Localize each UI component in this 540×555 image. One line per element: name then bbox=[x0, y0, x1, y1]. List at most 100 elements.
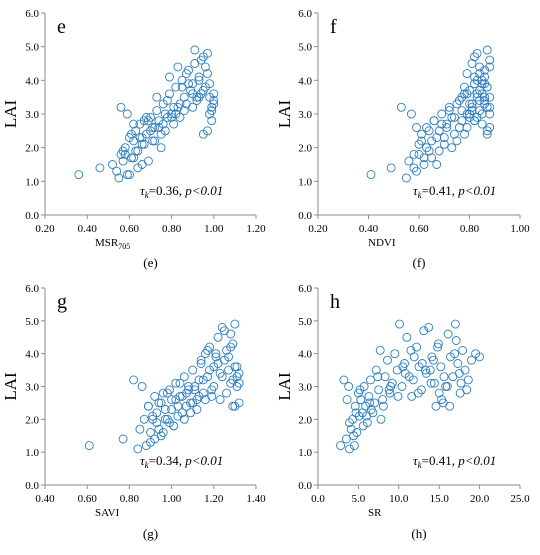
data-point bbox=[179, 372, 189, 382]
data-point bbox=[137, 382, 147, 391]
data-point bbox=[450, 319, 460, 329]
data-point bbox=[167, 395, 177, 405]
data-point bbox=[135, 133, 145, 143]
data-point bbox=[152, 106, 162, 116]
data-point bbox=[422, 123, 432, 132]
data-point bbox=[434, 146, 444, 156]
data-point bbox=[364, 391, 374, 401]
data-point bbox=[209, 89, 219, 99]
data-point bbox=[482, 126, 492, 136]
data-point bbox=[485, 123, 495, 132]
data-point bbox=[205, 79, 215, 89]
data-point bbox=[482, 129, 492, 139]
data-point bbox=[383, 355, 392, 365]
data-point bbox=[230, 319, 240, 329]
data-point bbox=[472, 48, 482, 58]
data-point bbox=[188, 365, 198, 375]
x-tick-label: 1.20 bbox=[204, 493, 224, 505]
data-point bbox=[84, 441, 94, 451]
data-point bbox=[433, 342, 443, 352]
y-tick-label: 0.0 bbox=[298, 480, 312, 492]
panel-caption: (g) bbox=[143, 526, 158, 541]
data-point bbox=[457, 106, 467, 116]
data-point bbox=[356, 395, 366, 405]
data-point bbox=[390, 349, 400, 359]
y-axis-label: LAI bbox=[275, 100, 294, 129]
data-point bbox=[482, 45, 492, 55]
data-point bbox=[457, 116, 467, 126]
data-point bbox=[342, 395, 352, 405]
data-point bbox=[165, 89, 174, 99]
x-axis-label: MSR705 bbox=[95, 237, 130, 251]
data-point bbox=[432, 133, 442, 143]
y-tick-label: 4.0 bbox=[25, 349, 39, 361]
data-point bbox=[179, 92, 189, 102]
data-point bbox=[160, 109, 170, 119]
data-point bbox=[213, 332, 223, 342]
data-point bbox=[184, 385, 193, 395]
data-point bbox=[475, 352, 485, 362]
x-tick-label: 0.80 bbox=[460, 223, 480, 235]
data-point bbox=[186, 408, 196, 418]
data-point bbox=[450, 349, 460, 359]
data-point bbox=[404, 156, 414, 166]
kendall-tau-annotation: τk=0.41, p<0.01 bbox=[413, 453, 496, 470]
data-point bbox=[224, 365, 234, 375]
data-point bbox=[408, 375, 418, 385]
data-point bbox=[118, 156, 128, 166]
data-point bbox=[409, 163, 419, 173]
data-point bbox=[198, 85, 208, 95]
y-tick-label: 4.0 bbox=[298, 349, 312, 361]
data-point bbox=[402, 332, 412, 342]
data-point bbox=[152, 92, 162, 102]
data-point bbox=[470, 79, 479, 89]
panel-caption: (f) bbox=[413, 255, 426, 270]
data-point bbox=[350, 401, 360, 411]
y-tick-label: 3.0 bbox=[298, 382, 312, 394]
data-point bbox=[156, 129, 166, 139]
data-point bbox=[424, 146, 434, 156]
data-point bbox=[485, 102, 495, 112]
y-tick-label: 2.0 bbox=[298, 143, 312, 155]
data-point bbox=[143, 401, 153, 411]
data-point bbox=[419, 160, 429, 169]
data-point bbox=[470, 116, 479, 126]
panel-e: 0.0 1.0 2.0 3.0 4.0 5.0 6.0 0.20 0.40 0.60 0.80 1.0… bbox=[1, 8, 266, 270]
data-point bbox=[196, 359, 206, 368]
panel-f: 0.0 1.0 2.0 3.0 4.0 5.0 6.0 0.20 0.40 0.60 0.80 1.0… bbox=[275, 8, 530, 270]
data-point bbox=[207, 116, 217, 126]
x-tick-label: 0.40 bbox=[78, 223, 98, 235]
data-point bbox=[196, 355, 206, 365]
x-tick-label: 1.00 bbox=[510, 223, 530, 235]
data-point bbox=[146, 437, 155, 447]
kendall-tau-annotation: τk=0.36, p<0.01 bbox=[140, 183, 223, 200]
data-point bbox=[352, 428, 362, 437]
data-point bbox=[462, 385, 472, 395]
data-point bbox=[171, 395, 181, 405]
data-point bbox=[150, 136, 160, 146]
data-point bbox=[167, 109, 177, 119]
data-point bbox=[203, 345, 212, 355]
x-tick-label: 0.80 bbox=[120, 493, 140, 505]
data-point bbox=[211, 352, 221, 362]
data-point bbox=[437, 395, 447, 405]
data-point bbox=[392, 365, 402, 375]
data-point bbox=[463, 375, 473, 385]
data-point bbox=[146, 428, 155, 437]
data-point bbox=[215, 395, 225, 405]
data-point bbox=[470, 72, 479, 82]
data-point bbox=[427, 352, 437, 362]
x-tick-label: 0.20 bbox=[35, 223, 55, 235]
data-point bbox=[173, 411, 183, 421]
data-point bbox=[482, 82, 492, 92]
data-point bbox=[211, 349, 221, 359]
data-point bbox=[150, 391, 160, 401]
data-point bbox=[137, 160, 147, 169]
data-point bbox=[475, 69, 485, 79]
y-tick-label: 0.0 bbox=[25, 480, 39, 492]
data-point bbox=[135, 424, 145, 434]
data-point bbox=[432, 160, 442, 169]
data-point bbox=[188, 102, 198, 112]
y-tick-label: 0.0 bbox=[298, 210, 312, 222]
